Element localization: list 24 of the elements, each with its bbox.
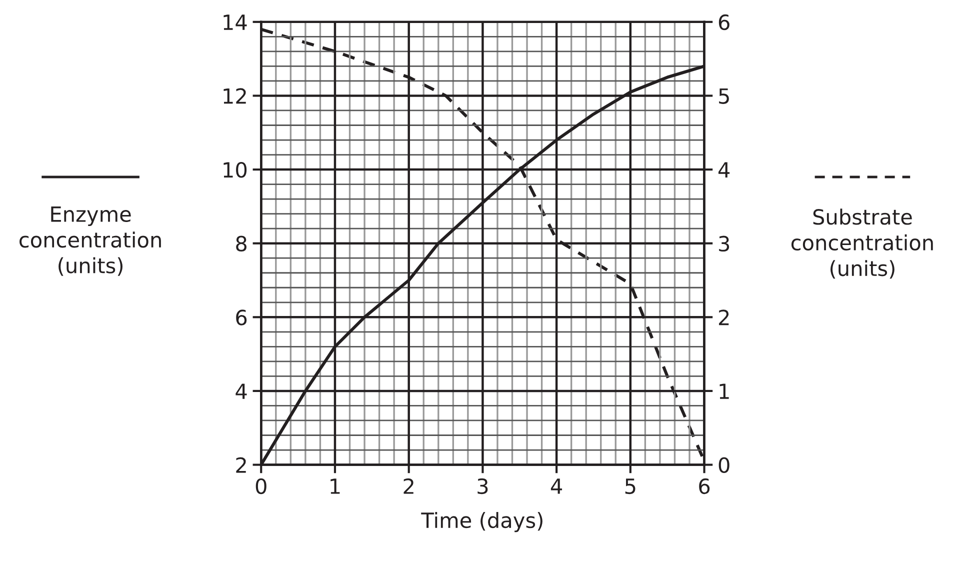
y2-axis-title: Substrate concentration (units) <box>791 208 933 279</box>
y2-tick-label: 5 <box>719 88 729 104</box>
y2-tick-label: 6 <box>718 14 730 30</box>
y2-tick-label: 2 <box>718 310 729 326</box>
y2-tick-label: 3 <box>719 236 730 252</box>
y-tick-label: 2 <box>236 457 246 473</box>
x-tick-label: 3 <box>478 478 488 494</box>
y-tick-label: 8 <box>236 236 246 252</box>
y-tick-label: 12 <box>224 88 246 104</box>
y2-tick-label: 1 <box>720 384 729 399</box>
x-tick-label: 5 <box>625 478 636 494</box>
x-tick-label: 0 <box>256 478 266 494</box>
y-tick-label: 10 <box>224 162 247 178</box>
y2-tick-label: 4 <box>718 162 730 178</box>
y-tick-label: 4 <box>236 384 247 399</box>
y-tick-label: 14 <box>224 14 247 30</box>
x-tick-label: 2 <box>404 478 414 494</box>
x-axis-title: Time (days) <box>421 512 542 532</box>
y-axis-title: Enzyme concentration (units) <box>20 206 161 276</box>
x-tick-label: 1 <box>330 478 340 494</box>
x-tick-label: 6 <box>699 478 710 494</box>
x-tick-label: 4 <box>550 478 562 494</box>
y-tick-label: 6 <box>236 310 247 326</box>
y2-tick-label: 0 <box>718 457 730 473</box>
